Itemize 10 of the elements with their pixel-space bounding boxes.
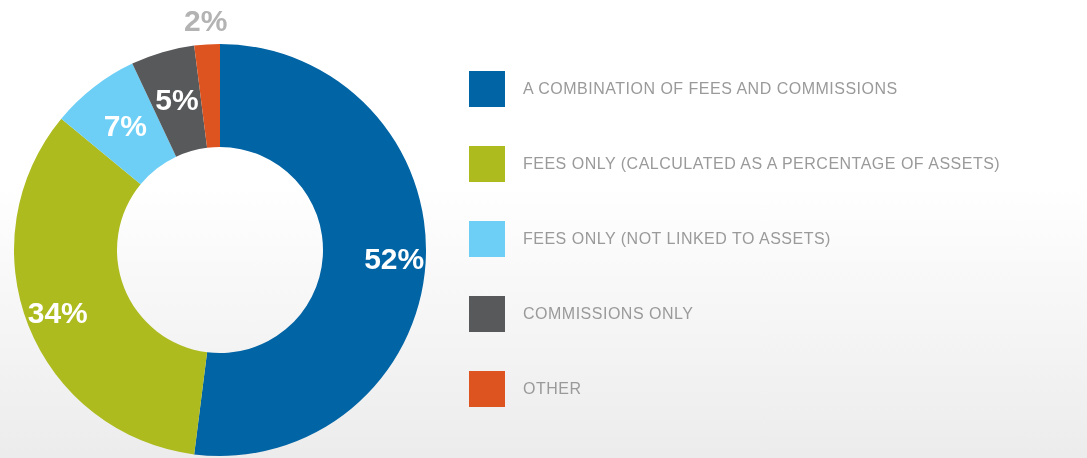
data-label: 7% bbox=[103, 109, 147, 143]
data-label: 2% bbox=[184, 3, 228, 37]
legend-label: OTHER bbox=[523, 380, 582, 398]
data-label: 34% bbox=[27, 295, 88, 329]
legend-label: A COMBINATION OF FEES AND COMMISSIONS bbox=[523, 80, 898, 98]
data-label: 5% bbox=[155, 82, 199, 116]
legend-label: COMMISSIONS ONLY bbox=[523, 305, 694, 323]
legend-label: FEES ONLY (CALCULATED AS A PERCENTAGE OF ASSETS) bbox=[523, 155, 1001, 173]
legend-label: FEES ONLY (NOT LINKED TO ASSETS) bbox=[523, 230, 831, 248]
data-label: 52% bbox=[364, 242, 425, 276]
